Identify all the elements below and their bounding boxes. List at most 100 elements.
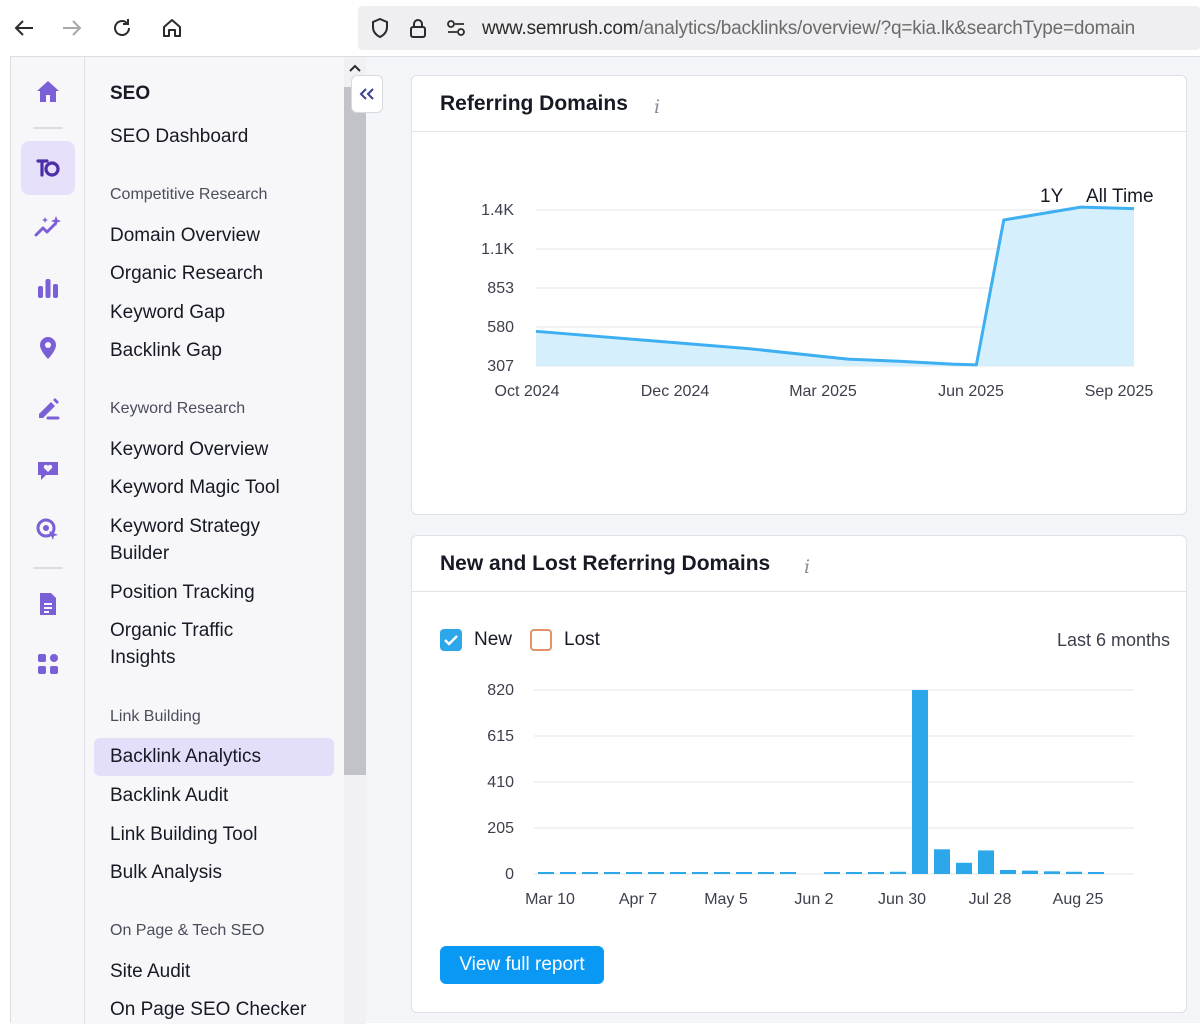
y-tick-label: 1.1K bbox=[481, 241, 514, 258]
bar bbox=[912, 690, 928, 874]
bar bbox=[846, 872, 862, 874]
location-icon[interactable] bbox=[25, 325, 71, 371]
browser-toolbar: www.semrush.com/analytics/backlinks/over… bbox=[0, 0, 1200, 56]
url-host: www.semrush.com bbox=[482, 18, 639, 39]
apps-icon[interactable] bbox=[25, 641, 71, 687]
legend-new[interactable]: New bbox=[440, 628, 512, 652]
forward-button[interactable] bbox=[56, 10, 88, 46]
range-tab-1y[interactable]: 1Y bbox=[1040, 186, 1064, 207]
x-tick-label: Jun 30 bbox=[878, 891, 926, 908]
menu-item-domain-overview[interactable]: Domain Overview bbox=[110, 225, 260, 246]
new-lost-header: New and Lost Referring Domains i bbox=[412, 536, 1186, 592]
view-full-report-button[interactable]: View full report bbox=[440, 946, 604, 984]
bar bbox=[1044, 871, 1060, 874]
reload-button[interactable] bbox=[106, 10, 138, 46]
bar bbox=[648, 872, 664, 874]
menu-title: SEO bbox=[110, 83, 151, 104]
icon-rail bbox=[11, 57, 85, 1024]
referring-domains-card: Referring Domains i 1Y All Time 1.4K 1.1K… bbox=[411, 75, 1187, 515]
bar bbox=[1088, 872, 1104, 874]
period-label: Last 6 months bbox=[1056, 630, 1170, 650]
menu-item-keyword-overview[interactable]: Keyword Overview bbox=[110, 439, 269, 460]
menu-item-backlink-analytics[interactable]: Backlink Analytics bbox=[94, 738, 334, 776]
bar bbox=[868, 872, 884, 874]
menu-item-organic-traffic-insights[interactable]: Organic Traffic Insights bbox=[110, 620, 234, 668]
site-permissions-icon[interactable] bbox=[444, 16, 468, 40]
double-chevron-left-icon bbox=[359, 88, 374, 100]
menu-item-keyword-magic-tool[interactable]: Keyword Magic Tool bbox=[110, 477, 280, 498]
x-tick-label: Mar 2025 bbox=[789, 383, 857, 400]
new-lost-title: New and Lost Referring Domains bbox=[440, 552, 771, 575]
menu-item-backlink-audit[interactable]: Backlink Audit bbox=[110, 785, 229, 806]
bar bbox=[538, 872, 554, 874]
y-tick-label: 580 bbox=[487, 319, 514, 336]
menu-item-keyword-strategy-builder[interactable]: Keyword Strategy Builder bbox=[110, 516, 260, 564]
menu-item-site-audit[interactable]: Site Audit bbox=[110, 961, 191, 982]
scroll-up-button[interactable] bbox=[344, 57, 366, 79]
x-tick-label: May 5 bbox=[704, 891, 748, 908]
shield-icon[interactable] bbox=[368, 16, 392, 40]
bar bbox=[1000, 869, 1016, 874]
social-icon[interactable] bbox=[25, 447, 71, 493]
home-icon[interactable] bbox=[25, 69, 71, 115]
ai-icon[interactable] bbox=[25, 205, 71, 251]
back-arrow-icon bbox=[14, 20, 33, 36]
x-tick-label: Jun 2025 bbox=[938, 383, 1004, 400]
menu-item-link-building-tool[interactable]: Link Building Tool bbox=[110, 824, 258, 845]
collapse-menu-button[interactable] bbox=[351, 75, 383, 113]
menu-item-organic-research[interactable]: Organic Research bbox=[110, 263, 264, 284]
bar bbox=[604, 872, 620, 874]
bar bbox=[560, 872, 576, 874]
bar bbox=[736, 872, 752, 874]
referring-domains-header: Referring Domains i bbox=[412, 76, 1186, 132]
lock-icon[interactable] bbox=[406, 16, 430, 40]
x-tick-label: Sep 2025 bbox=[1085, 383, 1154, 400]
bar bbox=[1066, 871, 1082, 874]
content-icon[interactable] bbox=[25, 385, 71, 431]
url-text[interactable]: www.semrush.com/analytics/backlinks/over… bbox=[482, 18, 1135, 40]
menu-item-seo-dashboard[interactable]: SEO Dashboard bbox=[110, 126, 249, 147]
range-tab-all-time[interactable]: All Time bbox=[1086, 186, 1154, 207]
home-button[interactable] bbox=[156, 10, 188, 46]
reports-icon[interactable] bbox=[25, 581, 71, 627]
menu-group-competitive-research: Competitive Research bbox=[110, 186, 268, 203]
checkbox-new[interactable] bbox=[440, 629, 462, 651]
bar bbox=[692, 872, 708, 874]
x-tick-label: Mar 10 bbox=[525, 891, 575, 908]
home-outline-icon bbox=[163, 19, 181, 37]
info-icon[interactable]: i bbox=[804, 556, 811, 578]
y-tick-label: 1.4K bbox=[481, 202, 514, 219]
y-tick-label: 853 bbox=[487, 280, 514, 297]
menu-item-on-page-seo-checker[interactable]: On Page SEO Checker bbox=[110, 999, 307, 1020]
y-tick-label: 820 bbox=[487, 682, 514, 699]
y-tick-label: 307 bbox=[487, 358, 514, 375]
rail-divider bbox=[33, 567, 63, 569]
menu-scrollbar-thumb[interactable] bbox=[344, 87, 366, 775]
ads-icon[interactable] bbox=[25, 507, 71, 553]
checkbox-lost[interactable] bbox=[530, 629, 552, 651]
menu-item-keyword-gap[interactable]: Keyword Gap bbox=[110, 302, 226, 323]
seo-icon[interactable] bbox=[21, 141, 75, 195]
check-icon bbox=[444, 635, 458, 646]
forward-arrow-icon bbox=[63, 20, 82, 36]
bar bbox=[758, 872, 774, 874]
legend-lost-label: Lost bbox=[564, 629, 600, 650]
menu-item-position-tracking[interactable]: Position Tracking bbox=[110, 582, 255, 603]
menu-item-backlink-gap[interactable]: Backlink Gap bbox=[110, 340, 222, 361]
info-icon[interactable]: i bbox=[654, 96, 661, 118]
reload-icon bbox=[114, 19, 130, 36]
area-fill bbox=[536, 207, 1134, 366]
bar bbox=[670, 872, 686, 874]
menu-item-bulk-analysis[interactable]: Bulk Analysis bbox=[110, 862, 222, 883]
bar bbox=[978, 850, 994, 874]
legend-lost[interactable]: Lost bbox=[530, 628, 600, 652]
back-button[interactable] bbox=[8, 10, 40, 46]
y-tick-label: 615 bbox=[487, 728, 514, 745]
address-bar[interactable]: www.semrush.com/analytics/backlinks/over… bbox=[358, 6, 1200, 50]
menu-group-keyword-research: Keyword Research bbox=[110, 400, 246, 417]
bar bbox=[780, 872, 796, 874]
x-tick-label: Oct 2024 bbox=[495, 383, 560, 400]
bar bbox=[714, 872, 730, 874]
chart-icon[interactable] bbox=[25, 265, 71, 311]
menu-group-link-building: Link Building bbox=[110, 708, 201, 725]
